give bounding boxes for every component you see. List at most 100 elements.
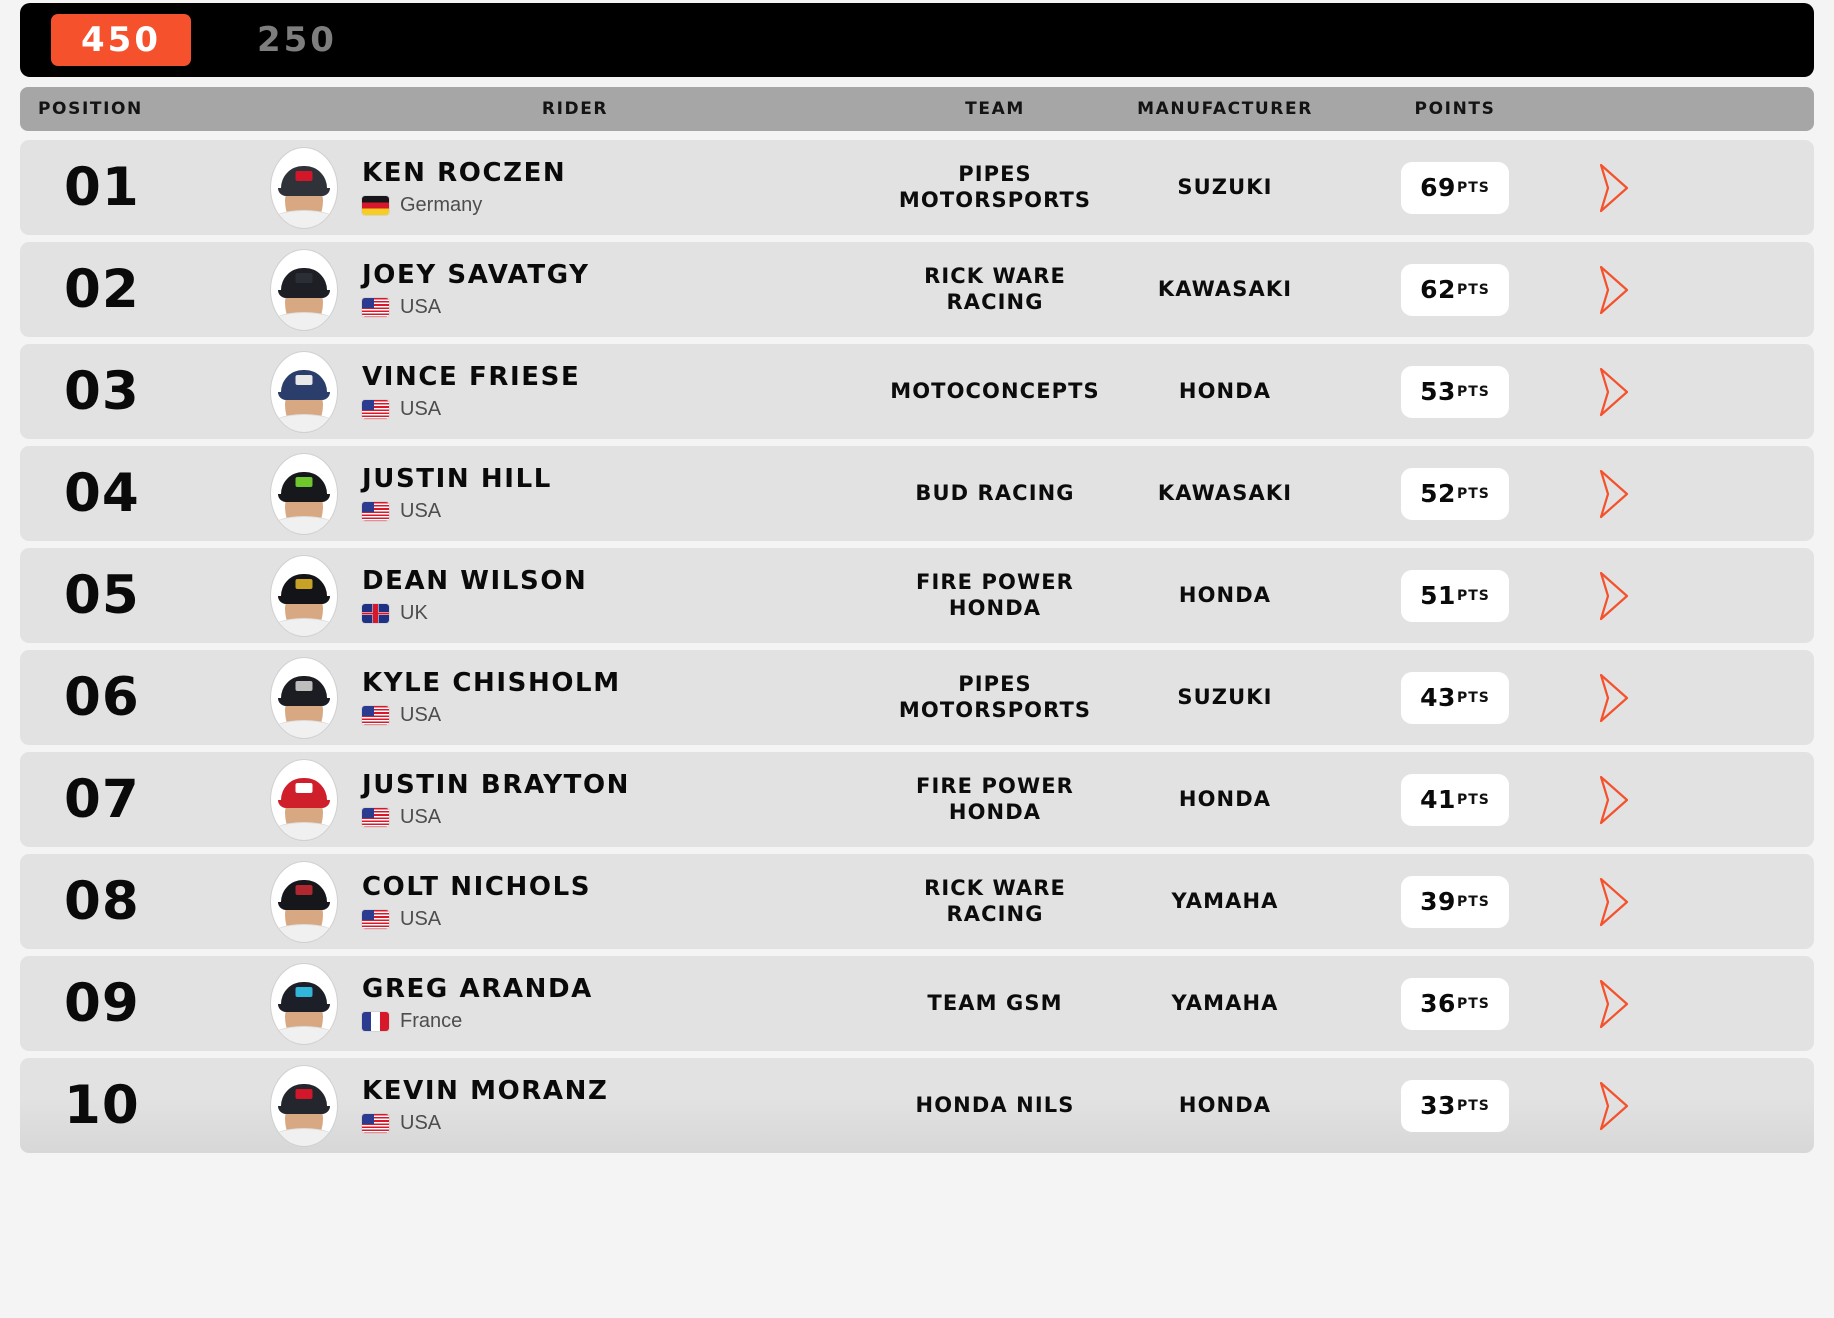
chevron-right-icon[interactable] [1570,672,1658,724]
row-team-cell: BUD RACING [880,481,1110,507]
manufacturer-name: KAWASAKI [1157,276,1293,301]
chevron-right-icon[interactable] [1570,876,1658,928]
points-value: 52 [1420,479,1456,508]
points-badge[interactable]: 39 PTS [1401,875,1509,928]
chevron-right-icon[interactable] [1570,1080,1658,1132]
points-badge[interactable]: 62 PTS [1401,263,1509,316]
row-team-cell: PIPES MOTORSPORTS [880,672,1110,723]
table-row[interactable]: 09 GREG ARANDA France TEAM GSM [20,956,1814,1051]
flag-usa-icon [362,1113,389,1133]
flag-usa-icon [362,909,389,929]
row-detail-cell [1570,978,1658,1030]
rider-name: KYLE CHISHOLM [362,668,621,698]
table-row[interactable]: 04 JUSTIN HILL USA BUD RACING [20,446,1814,541]
column-header-manufacturer[interactable]: MANUFACTURER [1137,99,1313,119]
row-team-cell: RICK WARE RACING [880,264,1110,315]
points-value: 33 [1420,1091,1456,1120]
nationality-label: USA [400,398,442,420]
row-detail-cell [1570,1080,1658,1132]
flag-usa-icon [362,501,389,521]
position-number: 02 [64,259,140,320]
rider-text: JUSTIN BRAYTON USA [362,772,630,827]
rider-name: KEVIN MORANZ [362,1076,609,1106]
points-value: 62 [1420,275,1456,304]
row-points-cell: 36 PTS [1340,977,1570,1030]
row-points-cell: 62 PTS [1340,263,1570,316]
points-badge[interactable]: 52 PTS [1401,467,1509,520]
table-row[interactable]: 10 KEVIN MORANZ USA HONDA NILS [20,1058,1814,1153]
nationality-label: USA [400,908,442,930]
chevron-right-icon[interactable] [1570,264,1658,316]
rider-text: COLT NICHOLS USA [362,874,591,929]
points-badge[interactable]: 36 PTS [1401,977,1509,1030]
chevron-right-icon[interactable] [1570,774,1658,826]
row-position-cell: 08 [20,875,270,928]
points-badge[interactable]: 43 PTS [1401,671,1509,724]
flag-usa-icon [362,297,389,317]
tab-450[interactable]: 450 [51,14,191,66]
points-badge[interactable]: 33 PTS [1401,1079,1509,1132]
rider-nationality: USA [362,297,590,317]
nationality-label: UK [400,602,428,624]
row-position-cell: 01 [20,161,270,214]
table-row[interactable]: 05 DEAN WILSON UK FIRE POWER HONDA [20,548,1814,643]
tab-250[interactable]: 250 [256,20,337,60]
row-points-cell: 69 PTS [1340,161,1570,214]
row-points-cell: 51 PTS [1340,569,1570,622]
points-badge[interactable]: 53 PTS [1401,365,1509,418]
row-rider-cell: VINCE FRIESE USA [270,350,880,433]
team-name: PIPES MOTORSPORTS [898,671,1092,722]
avatar [270,1064,338,1147]
points-badge[interactable]: 51 PTS [1401,569,1509,622]
row-manufacturer-cell: HONDA [1110,379,1340,405]
row-detail-cell [1570,264,1658,316]
row-team-cell: RICK WARE RACING [880,876,1110,927]
table-row[interactable]: 01 KEN ROCZEN Germany PIPES MOTORSPORTS [20,140,1814,235]
table-row[interactable]: 08 COLT NICHOLS USA RICK WARE RACING [20,854,1814,949]
row-team-cell: MOTOCONCEPTS [880,379,1110,405]
column-header-position[interactable]: POSITION [38,99,143,119]
points-unit: PTS [1456,179,1490,196]
chevron-right-icon[interactable] [1570,366,1658,418]
flag-usa-icon [362,807,389,827]
rider-nationality: USA [362,1113,608,1133]
row-points-cell: 33 PTS [1340,1079,1570,1132]
chevron-right-icon[interactable] [1570,162,1658,214]
chevron-right-icon[interactable] [1570,978,1658,1030]
chevron-right-icon[interactable] [1570,468,1658,520]
flag-fra-icon [362,1011,389,1031]
table-row[interactable]: 07 JUSTIN BRAYTON USA FIRE POWER HONDA [20,752,1814,847]
column-header-team[interactable]: TEAM [965,99,1025,119]
row-rider-cell: KEN ROCZEN Germany [270,146,880,229]
flag-usa-icon [362,705,389,725]
table-row[interactable]: 06 KYLE CHISHOLM USA PIPES MOTORSPORTS [20,650,1814,745]
column-header-rider[interactable]: RIDER [541,99,609,119]
position-number: 07 [64,769,140,830]
position-number: 04 [64,463,140,524]
rider-text: JUSTIN HILL USA [362,466,552,521]
rider-nationality: USA [362,705,621,725]
row-detail-cell [1570,162,1658,214]
chevron-right-icon[interactable] [1570,570,1658,622]
points-value: 41 [1420,785,1456,814]
row-points-cell: 52 PTS [1340,467,1570,520]
team-name: PIPES MOTORSPORTS [898,161,1092,212]
standings-page: 450 250 POSITION RIDER TEAM MANUFACTURER… [0,3,1834,1318]
manufacturer-name: SUZUKI [1177,684,1273,709]
row-manufacturer-cell: YAMAHA [1110,991,1340,1017]
team-name: BUD RACING [915,480,1075,505]
avatar [270,350,338,433]
table-row[interactable]: 03 VINCE FRIESE USA MOTOCONCEPTS [20,344,1814,439]
manufacturer-name: HONDA [1178,582,1272,607]
points-badge[interactable]: 41 PTS [1401,773,1509,826]
row-manufacturer-cell: HONDA [1110,583,1340,609]
row-team-cell: FIRE POWER HONDA [880,570,1110,621]
points-badge[interactable]: 69 PTS [1401,161,1509,214]
avatar [270,758,338,841]
column-header-points[interactable]: POINTS [1414,99,1496,119]
table-row[interactable]: 02 JOEY SAVATGY USA RICK WARE RACING [20,242,1814,337]
points-value: 53 [1420,377,1456,406]
team-name: RICK WARE RACING [924,263,1066,314]
row-manufacturer-cell: SUZUKI [1110,175,1340,201]
manufacturer-name: HONDA [1178,786,1272,811]
